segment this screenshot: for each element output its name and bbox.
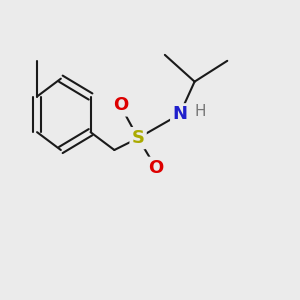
Text: S: S: [132, 129, 145, 147]
Text: O: O: [113, 96, 128, 114]
Text: H: H: [195, 104, 206, 119]
Text: O: O: [148, 159, 164, 177]
Text: N: N: [172, 105, 187, 123]
